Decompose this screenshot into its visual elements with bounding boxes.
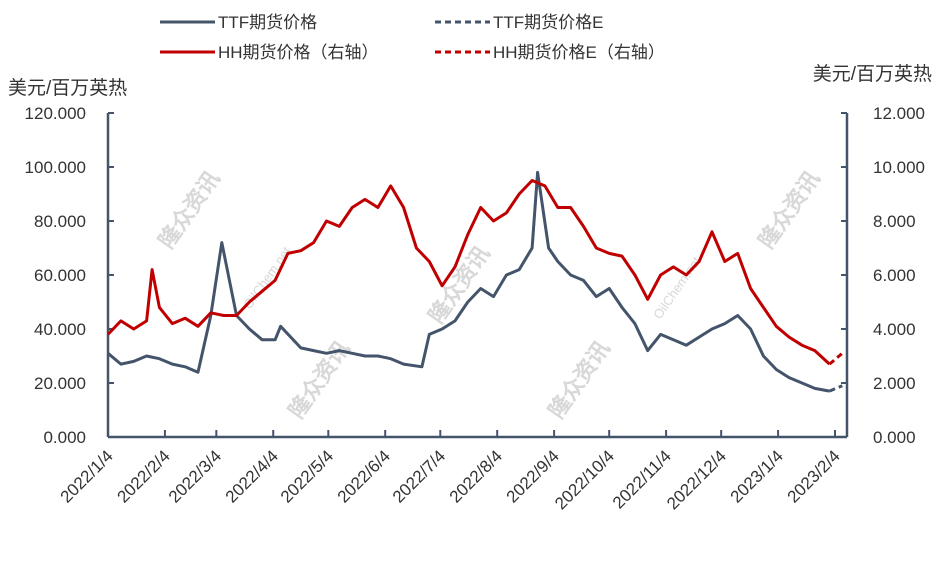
series-line-1 xyxy=(828,384,843,393)
x-tick-label: 2023/1/4 xyxy=(727,446,787,506)
x-tick-label: 2022/6/4 xyxy=(334,446,394,506)
left-tick-label: 60.000 xyxy=(34,266,86,285)
legend-label-1: TTF期货价格E xyxy=(493,13,604,32)
left-tick-label: 120.000 xyxy=(25,104,86,123)
x-tick-label: 2022/5/4 xyxy=(277,446,337,506)
x-tick-label: 2022/3/4 xyxy=(165,446,225,506)
watermark-text: 隆众资讯 xyxy=(284,336,355,422)
watermark-text: 隆众资讯 xyxy=(154,166,225,252)
right-tick-label: 0.000 xyxy=(873,428,916,447)
right-tick-label: 12.000 xyxy=(873,104,925,123)
watermark-text: 隆众资讯 xyxy=(754,166,825,252)
series-line-3 xyxy=(828,352,844,366)
x-tick-label: 2022/10/4 xyxy=(551,446,618,513)
right-tick-label: 8.000 xyxy=(873,212,916,231)
legend-label-0: TTF期货价格 xyxy=(218,13,317,32)
x-tick-label: 2022/7/4 xyxy=(389,446,449,506)
left-tick-label: 100.000 xyxy=(25,158,86,177)
x-tick-label: 2022/4/4 xyxy=(222,446,282,506)
x-tick-label: 2022/1/4 xyxy=(57,446,117,506)
x-tick-label: 2023/2/4 xyxy=(784,446,844,506)
legend-label-3: HH期货价格E（右轴） xyxy=(493,43,665,62)
left-axis-label: 美元/百万英热 xyxy=(8,77,127,99)
legend: TTF期货价格 HH期货价格（右轴） TTF期货价格E HH期货价格E（右轴） xyxy=(160,13,665,62)
series-line-0 xyxy=(107,170,830,393)
x-tick-label: 2022/8/4 xyxy=(446,446,506,506)
series-lines xyxy=(106,170,844,393)
legend-label-2: HH期货价格（右轴） xyxy=(218,43,379,62)
left-tick-label: 40.000 xyxy=(34,320,86,339)
left-tick-label: 20.000 xyxy=(34,374,86,393)
right-tick-label: 2.000 xyxy=(873,374,916,393)
x-tick-label: 2022/2/4 xyxy=(114,446,174,506)
right-tick-label: 10.000 xyxy=(873,158,925,177)
right-tick-label: 6.000 xyxy=(873,266,916,285)
left-tick-label: 0.000 xyxy=(43,428,86,447)
left-tick-label: 80.000 xyxy=(34,212,86,231)
right-tick-label: 4.000 xyxy=(873,320,916,339)
right-axis-label: 美元/百万英热 xyxy=(813,63,932,85)
x-tick-label: 2022/12/4 xyxy=(663,446,730,513)
series-line-2 xyxy=(106,179,831,366)
watermark-text: 隆众资讯 xyxy=(544,336,615,422)
